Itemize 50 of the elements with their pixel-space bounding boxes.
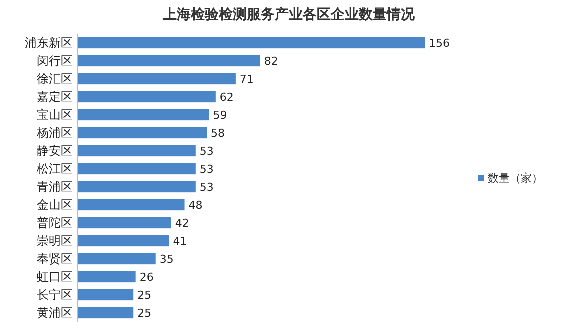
y-tick-label: 崇明区: [37, 234, 73, 248]
y-tick-label: 浦东新区: [25, 36, 73, 50]
y-tick-label: 奉贤区: [37, 252, 73, 266]
data-label: 58: [211, 127, 226, 140]
data-label: 41: [173, 235, 188, 248]
bar: [78, 127, 208, 139]
chart-title: 上海检验检测服务产业各区企业数量情况: [162, 6, 416, 23]
bar: [78, 181, 196, 193]
bar: [78, 37, 425, 49]
y-tick-label: 嘉定区: [37, 90, 73, 104]
y-tick-label: 虹口区: [37, 270, 73, 284]
y-tick-label: 徐汇区: [37, 72, 73, 86]
bar: [78, 199, 185, 211]
data-label: 42: [175, 217, 190, 230]
bar: [78, 109, 210, 121]
data-label: 53: [200, 181, 214, 194]
bar: [78, 271, 136, 283]
data-label: 62: [220, 91, 234, 104]
bar: [78, 235, 170, 247]
data-label: 53: [200, 163, 214, 176]
data-label: 25: [138, 307, 152, 320]
data-label: 59: [213, 109, 228, 122]
data-label: 71: [240, 73, 254, 86]
data-label: 25: [138, 289, 152, 302]
bar: [78, 289, 134, 301]
y-tick-label: 长宁区: [37, 288, 73, 302]
y-tick-label: 金山区: [37, 198, 73, 212]
data-label: 53: [200, 145, 214, 158]
y-tick-label: 松江区: [37, 162, 73, 176]
bar: [78, 91, 216, 103]
y-tick-label: 静安区: [37, 144, 73, 158]
data-label: 35: [160, 253, 174, 266]
bar: [78, 145, 196, 157]
y-tick-label: 普陀区: [37, 216, 73, 230]
bar: [78, 217, 172, 229]
y-tick-label: 黄浦区: [37, 306, 73, 320]
bar: [78, 73, 236, 85]
data-label: 82: [264, 55, 278, 68]
y-tick-label: 闵行区: [37, 54, 73, 68]
bar: [78, 253, 156, 265]
bar: [78, 307, 134, 319]
bar: [78, 163, 196, 175]
y-tick-label: 青浦区: [37, 180, 73, 194]
data-label: 48: [188, 199, 203, 212]
data-label: 26: [140, 271, 154, 284]
y-tick-label: 宝山区: [37, 108, 73, 122]
legend-label: 数量（家）: [488, 172, 543, 185]
bar: [78, 55, 260, 67]
y-tick-label: 杨浦区: [36, 126, 73, 140]
data-label: 156: [429, 37, 450, 50]
